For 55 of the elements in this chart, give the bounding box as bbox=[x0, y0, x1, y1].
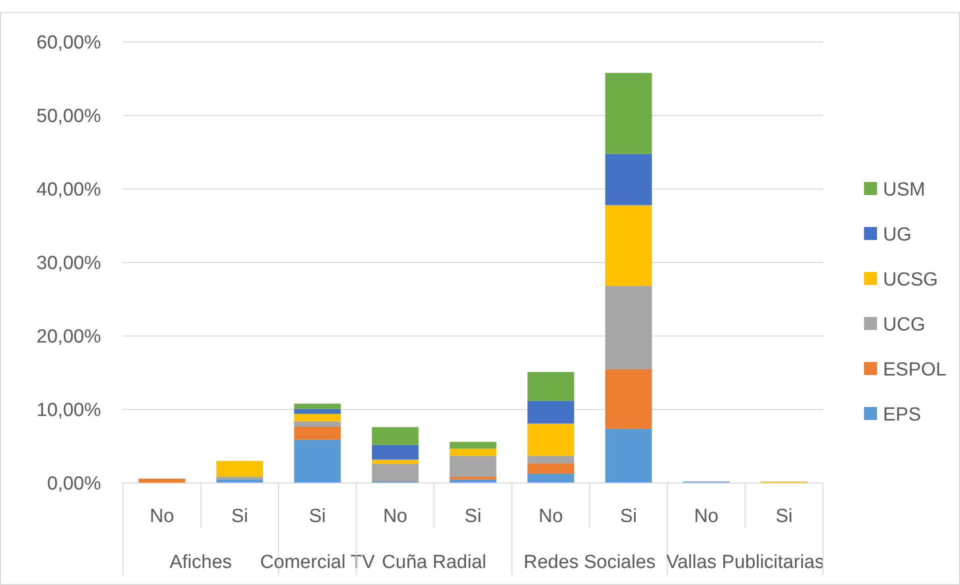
x-tick-label: No bbox=[694, 506, 718, 527]
legend-label: UCSG bbox=[883, 270, 938, 291]
bar bbox=[294, 414, 341, 422]
bar bbox=[527, 463, 574, 474]
bar bbox=[450, 448, 496, 456]
bar bbox=[372, 444, 419, 460]
y-tick-label: 20,00% bbox=[36, 326, 102, 348]
y-tick-label: 40,00% bbox=[36, 180, 102, 201]
y-tick-label: 50,00% bbox=[36, 106, 102, 128]
text: Afiches bbox=[170, 552, 232, 573]
bar bbox=[138, 478, 186, 483]
bar bbox=[294, 408, 341, 414]
bar bbox=[372, 459, 419, 464]
bar bbox=[527, 400, 574, 424]
bar bbox=[605, 72, 652, 154]
x-tick-label: Si bbox=[620, 506, 638, 527]
x-tick-label: Si bbox=[776, 506, 793, 527]
y-tick-label: 60,00% bbox=[36, 32, 102, 54]
bar bbox=[450, 476, 496, 480]
bar bbox=[527, 372, 574, 401]
text: Redes Sociales bbox=[524, 552, 656, 573]
bar bbox=[216, 460, 263, 476]
x-tick-label: No bbox=[383, 506, 408, 527]
x-tick-label: No bbox=[150, 506, 174, 527]
bar bbox=[450, 442, 496, 448]
legend-label: UCG bbox=[883, 314, 926, 336]
legend-label: USM bbox=[883, 180, 926, 201]
y-tick-label: 10,00% bbox=[36, 400, 102, 422]
bar bbox=[372, 464, 419, 482]
y-tick-label: 0,00% bbox=[47, 474, 102, 495]
x-tick-label: Si bbox=[308, 506, 326, 527]
legend-label: ESPOL bbox=[883, 360, 946, 381]
x-tick-label: Si bbox=[464, 506, 482, 527]
bar bbox=[450, 456, 496, 476]
x-tick-label: Si bbox=[231, 506, 248, 527]
bar bbox=[216, 476, 263, 480]
text: Cuña Radial bbox=[382, 552, 486, 573]
text: Vallas Publicitarias bbox=[666, 552, 824, 573]
bar bbox=[294, 426, 341, 440]
x-tick-label: No bbox=[538, 506, 563, 527]
bar bbox=[294, 404, 341, 409]
bar bbox=[527, 473, 574, 483]
bar bbox=[372, 427, 419, 445]
bar bbox=[605, 154, 652, 206]
bar bbox=[605, 286, 652, 370]
legend-label: UG bbox=[883, 224, 912, 246]
y-tick-label: 30,00% bbox=[36, 253, 102, 274]
bar bbox=[294, 440, 341, 483]
legend-label: EPS bbox=[883, 404, 922, 426]
bar bbox=[527, 423, 574, 456]
bar bbox=[605, 369, 652, 429]
bar bbox=[294, 421, 341, 426]
bar bbox=[605, 205, 652, 286]
bar bbox=[605, 428, 652, 483]
bar bbox=[527, 456, 574, 464]
